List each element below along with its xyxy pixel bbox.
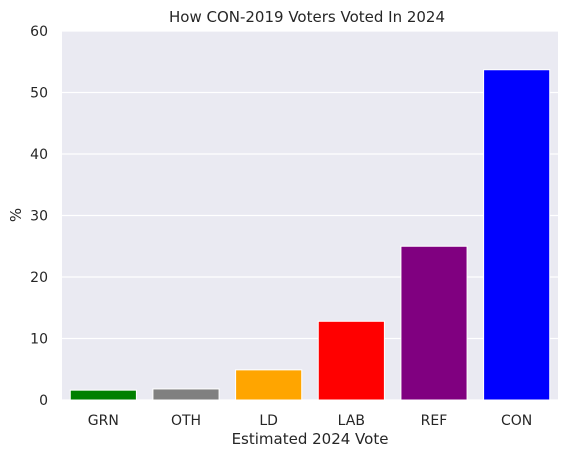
x-tick-labels: GRN OTH LD LAB REF CON xyxy=(88,413,533,429)
y-tick-label: 10 xyxy=(30,332,48,348)
x-tick-label-lab: LAB xyxy=(338,413,365,429)
x-tick-label-oth: OTH xyxy=(171,413,201,429)
y-tick-label: 30 xyxy=(30,209,48,225)
gridlines xyxy=(62,30,558,401)
bar-con xyxy=(483,69,551,401)
y-tick-label: 20 xyxy=(30,270,48,286)
y-axis-label: % xyxy=(7,208,25,222)
bars xyxy=(69,69,551,401)
x-tick-label-con: CON xyxy=(501,413,532,429)
bar-ref xyxy=(400,245,468,401)
bar-oth xyxy=(152,388,220,401)
y-tick-label: 60 xyxy=(30,24,48,40)
bar-grn xyxy=(69,389,137,401)
x-tick-label-ld: LD xyxy=(259,413,278,429)
chart-title: How CON-2019 Voters Voted In 2024 xyxy=(169,8,445,26)
bar-lab xyxy=(317,320,385,401)
x-tick-label-grn: GRN xyxy=(88,413,119,429)
y-tick-label: 50 xyxy=(30,86,48,102)
x-tick-label-ref: REF xyxy=(421,413,448,429)
bar-ld xyxy=(235,369,303,401)
y-tick-labels: 0 10 20 30 40 50 60 xyxy=(30,24,48,409)
x-axis-label: Estimated 2024 Vote xyxy=(232,430,389,448)
y-tick-label: 0 xyxy=(39,393,48,409)
y-tick-label: 40 xyxy=(30,147,48,163)
